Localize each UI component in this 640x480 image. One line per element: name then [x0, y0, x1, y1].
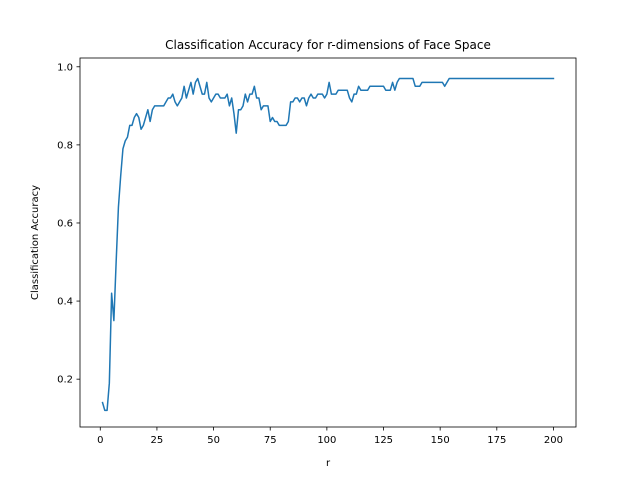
accuracy-series-line — [101, 77, 555, 412]
x-tick-label: 200 — [544, 435, 563, 446]
y-tick-label: 0.4 — [57, 297, 73, 308]
y-axis-ticks: 0.2 0.4 0.6 0.8 1.0 — [57, 62, 80, 386]
chart-title: Classification Accuracy for r-dimensions… — [165, 38, 491, 52]
x-tick-label: 100 — [317, 435, 336, 446]
y-tick-label: 1.0 — [57, 62, 73, 73]
x-tick-label: 175 — [487, 435, 506, 446]
x-axis-ticks: 0 25 50 75 100 125 150 175 200 — [97, 427, 563, 446]
y-tick-label: 0.8 — [57, 140, 73, 151]
axes-frame — [79, 57, 577, 428]
x-tick-label: 0 — [97, 435, 103, 446]
x-tick-label: 125 — [374, 435, 393, 446]
y-tick-label: 0.2 — [57, 375, 73, 386]
x-tick-label: 25 — [151, 435, 164, 446]
y-axis-label: Classification Accuracy — [30, 185, 41, 300]
x-axis-label: r — [326, 458, 331, 469]
y-tick-label: 0.6 — [57, 218, 73, 229]
x-tick-label: 75 — [264, 435, 277, 446]
plot-area — [101, 77, 555, 412]
x-tick-label: 150 — [431, 435, 450, 446]
x-tick-label: 50 — [207, 435, 220, 446]
